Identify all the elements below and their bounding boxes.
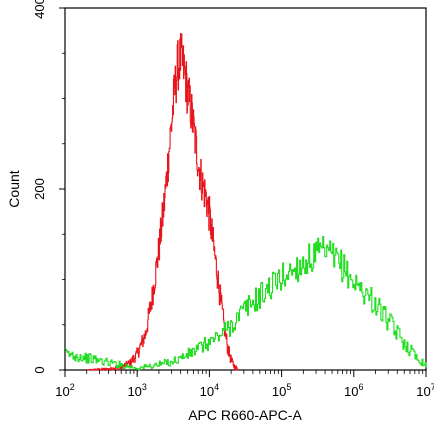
x-axis-title: APC R660-APC-A (188, 407, 302, 423)
y-tick-label: 0 (32, 366, 47, 373)
x-tick-label: 106 (344, 382, 363, 399)
y-tick-label: 200 (32, 178, 47, 200)
series-layer (65, 33, 427, 371)
series-line-1 (86, 33, 239, 371)
x-tick-label: 105 (272, 382, 291, 399)
x-tick-label: 102 (55, 382, 74, 399)
y-axis-ticks: 0 200 400 (32, 0, 65, 374)
x-axis-ticks: 102 103 104 105 106 107 (55, 370, 434, 399)
y-axis-title: Count (6, 170, 22, 207)
x-tick-label: 103 (127, 382, 146, 399)
y-tick-label: 400 (32, 0, 47, 19)
x-tick-label: 107 (416, 382, 434, 399)
series-line-2 (65, 236, 427, 371)
plot-frame (64, 7, 427, 371)
x-tick-label: 104 (200, 382, 219, 399)
